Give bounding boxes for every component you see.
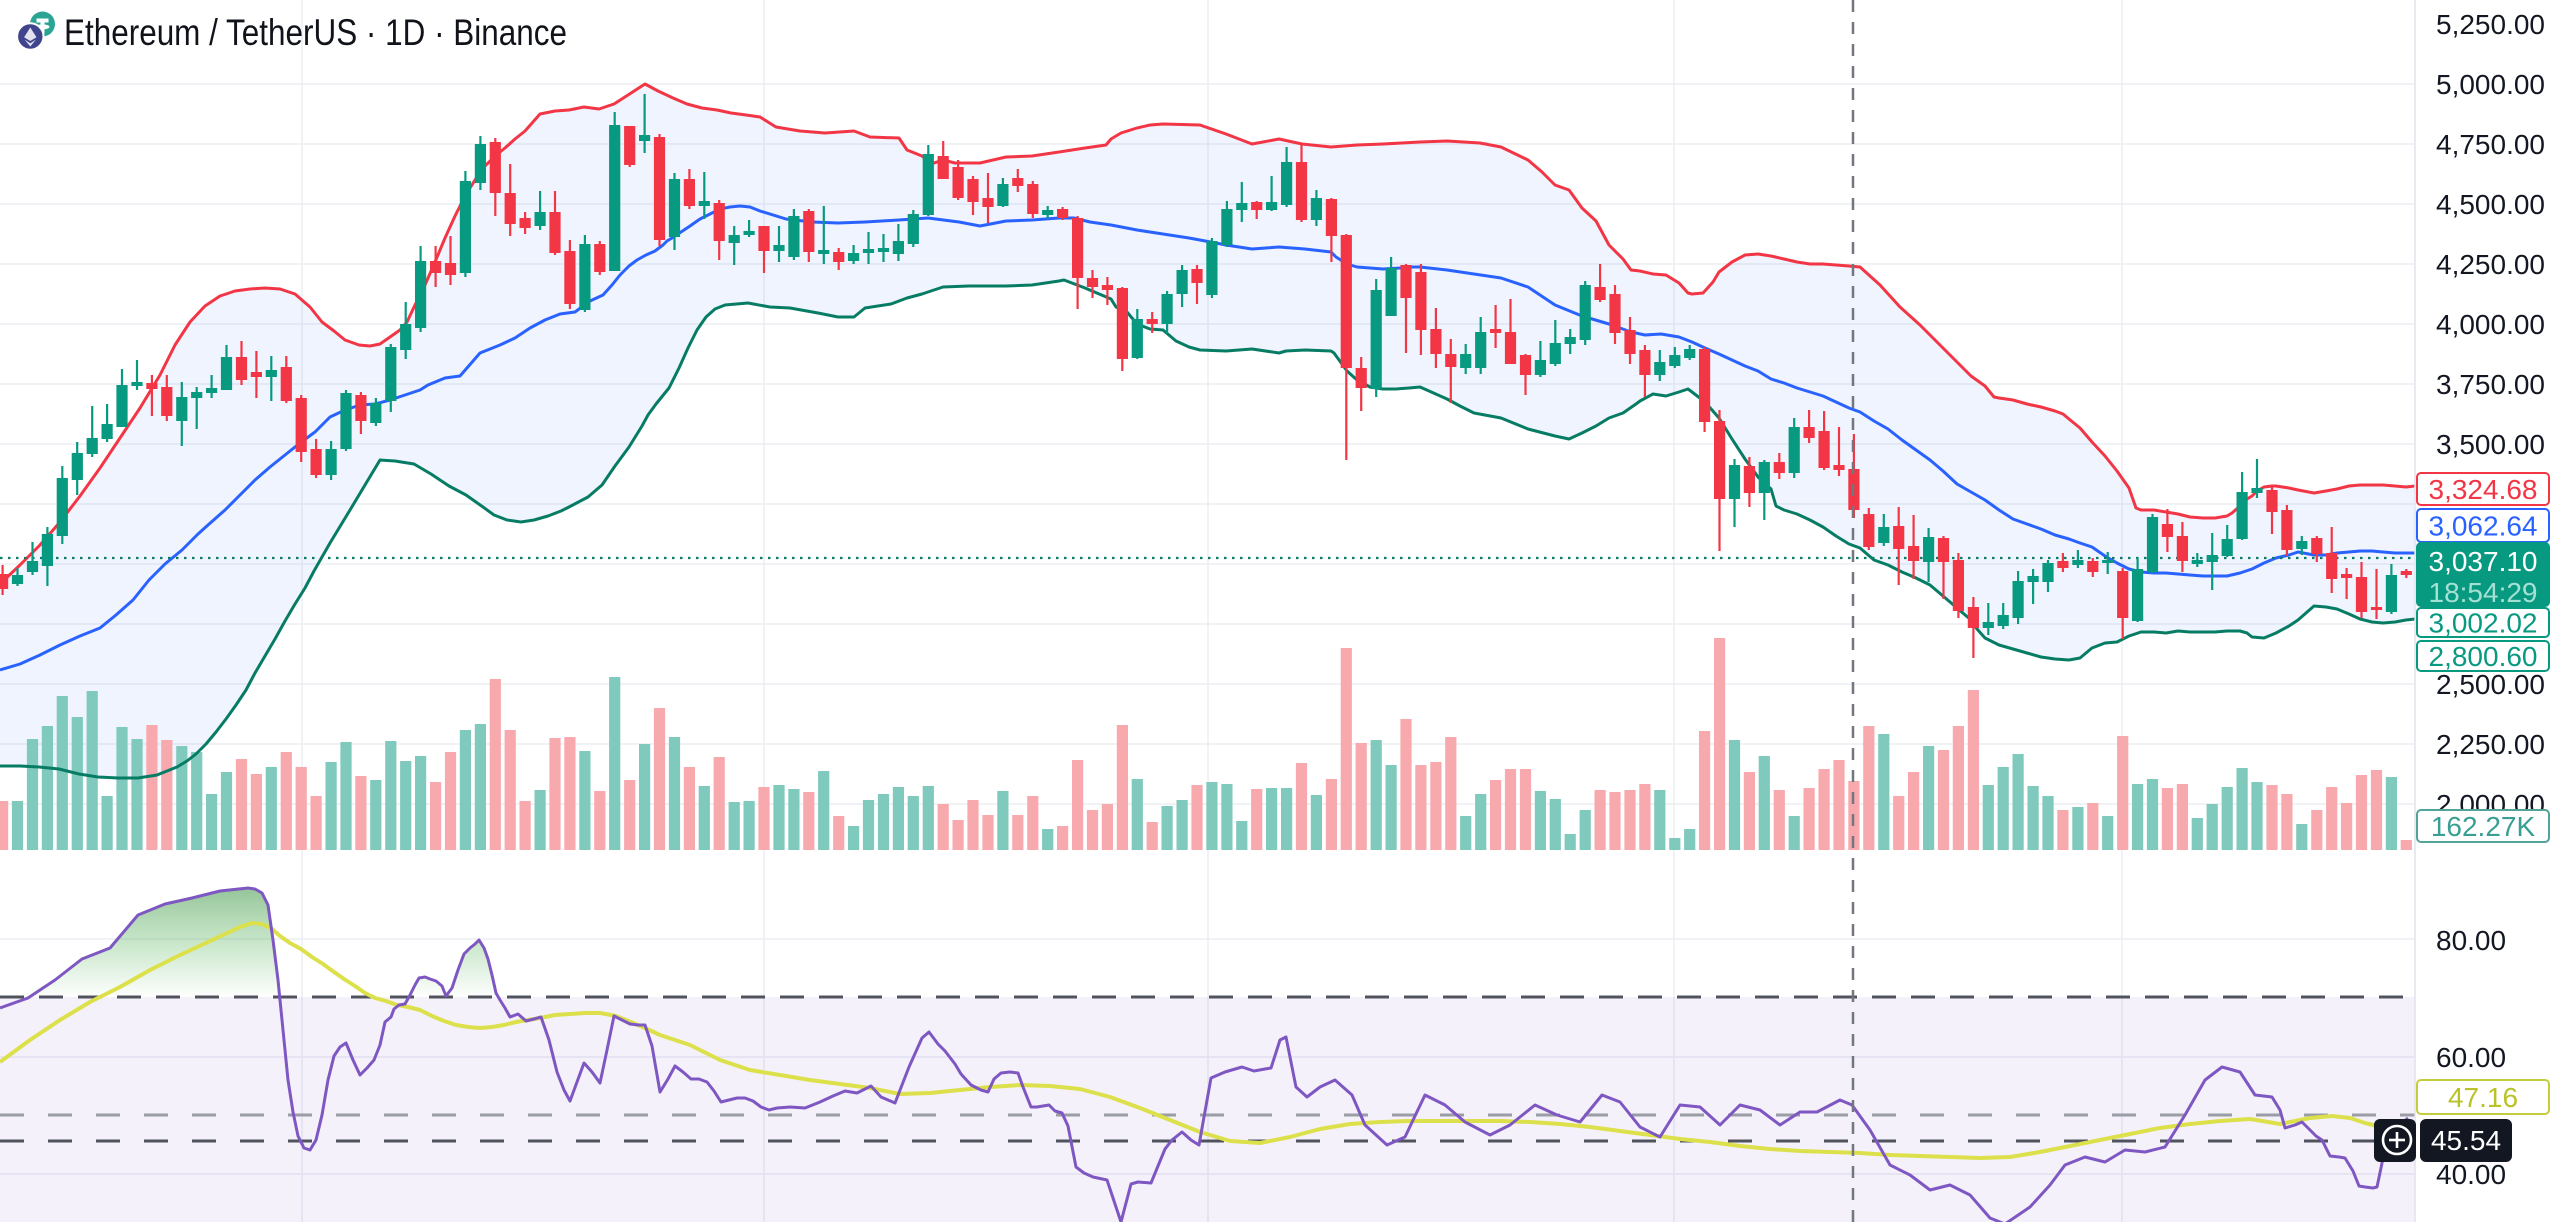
svg-text:5,250.00: 5,250.00	[2436, 9, 2545, 40]
svg-text:47.16: 47.16	[2448, 1082, 2518, 1113]
svg-text:3,037.10: 3,037.10	[2429, 546, 2538, 577]
svg-text:2,800.60: 2,800.60	[2429, 641, 2538, 672]
svg-text:3,002.02: 3,002.02	[2429, 608, 2538, 639]
svg-text:2,250.00: 2,250.00	[2436, 729, 2545, 760]
svg-text:40.00: 40.00	[2436, 1159, 2506, 1190]
svg-text:60.00: 60.00	[2436, 1042, 2506, 1073]
svg-text:45.54: 45.54	[2431, 1125, 2501, 1156]
svg-text:3,324.68: 3,324.68	[2429, 474, 2538, 505]
svg-text:4,250.00: 4,250.00	[2436, 249, 2545, 280]
svg-text:2,500.00: 2,500.00	[2436, 669, 2545, 700]
svg-text:5,000.00: 5,000.00	[2436, 69, 2545, 100]
svg-text:4,750.00: 4,750.00	[2436, 129, 2545, 160]
svg-text:3,062.64: 3,062.64	[2429, 511, 2538, 542]
svg-text:80.00: 80.00	[2436, 925, 2506, 956]
svg-text:4,000.00: 4,000.00	[2436, 309, 2545, 340]
svg-text:4,500.00: 4,500.00	[2436, 189, 2545, 220]
svg-text:3,500.00: 3,500.00	[2436, 429, 2545, 460]
svg-text:18:54:29: 18:54:29	[2429, 577, 2538, 608]
svg-text:Ethereum / TetherUS · 1D · Bin: Ethereum / TetherUS · 1D · Binance	[64, 12, 567, 53]
svg-text:162.27K: 162.27K	[2431, 811, 2536, 842]
svg-text:3,750.00: 3,750.00	[2436, 369, 2545, 400]
